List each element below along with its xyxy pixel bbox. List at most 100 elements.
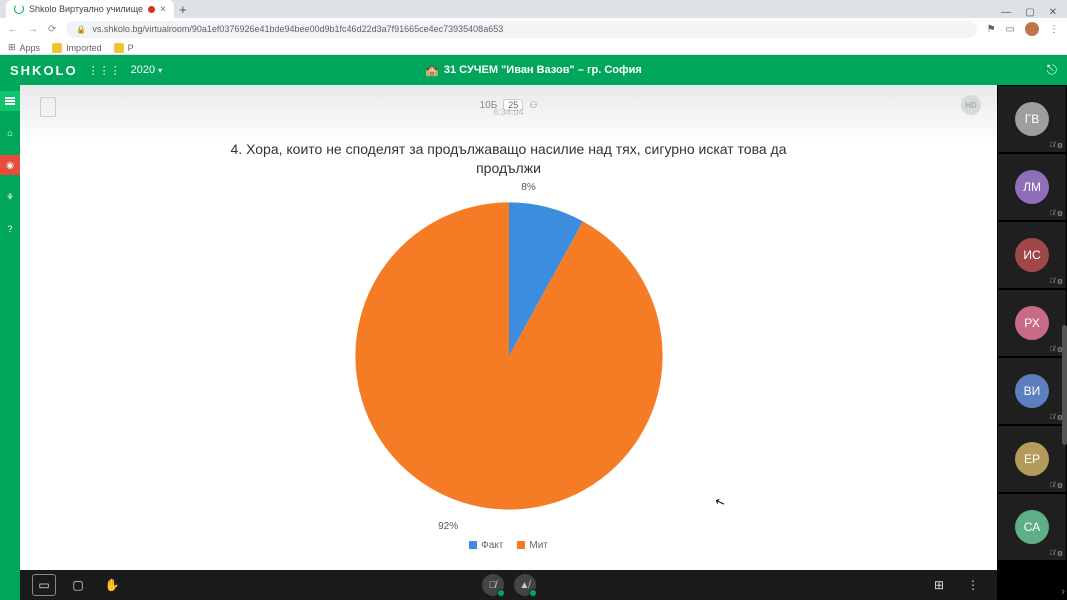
close-tab-icon[interactable]: ×	[160, 4, 166, 15]
raise-hand-button[interactable]: ✋	[100, 574, 124, 596]
school-name: 31 СУЧЕМ "Иван Вазов" – гр. София	[444, 64, 642, 76]
call-controls: ▭ ▢ ✋ 🎙̸ ▲̸ ⊞ ⋮	[20, 570, 997, 600]
legend-swatch	[469, 541, 477, 549]
folder-icon	[52, 43, 62, 53]
folder-icon	[114, 43, 124, 53]
more-options-button[interactable]: ⋮	[961, 574, 985, 596]
participant-status-icons: 🎙̸⚙	[1049, 346, 1063, 354]
legend-item: Факт	[469, 540, 503, 551]
close-window-button[interactable]: ✕	[1049, 7, 1057, 18]
school-icon: 🏫	[425, 64, 439, 77]
participant-status-icons: 🎙̸⚙	[1049, 414, 1063, 422]
workspace: ⌂ ◉ ⚘ ? 10Б 25 ⚇ 6:34:04 HD 4. Хора, кои…	[0, 85, 1067, 600]
recording-indicator-icon	[148, 6, 155, 13]
chevron-down-icon: ▾	[158, 66, 162, 75]
participant-tile[interactable]: СА🎙̸⚙	[997, 493, 1067, 561]
chart-legend: Факт Мит	[469, 540, 548, 551]
mic-toggle-button[interactable]: 🎙̸	[482, 574, 504, 596]
profile-avatar[interactable]	[1025, 22, 1039, 36]
chart-area: 4. Хора, които не споделят за продължава…	[20, 140, 997, 555]
rail-menu-button[interactable]	[0, 91, 20, 111]
tab-strip: Shkolo Виртуално училище × + — ▢ ✕	[0, 0, 1067, 18]
next-participants-button[interactable]: ›	[1061, 586, 1065, 598]
participant-tile[interactable]: ИС🎙̸⚙	[997, 221, 1067, 289]
reader-icon[interactable]: ▭	[1006, 24, 1015, 35]
rail-help-button[interactable]: ?	[0, 219, 20, 239]
browser-tab[interactable]: Shkolo Виртуално училище ×	[6, 0, 174, 18]
year-selector[interactable]: 2020▾	[131, 64, 163, 76]
stage: 10Б 25 ⚇ 6:34:04 HD 4. Хора, които не сп…	[20, 85, 997, 600]
app-header: SHKOLO ⋮⋮⋮ 2020▾ 🏫 31 СУЧЕМ "Иван Вазов"…	[0, 55, 1067, 85]
participant-status-icons: 🎙̸⚙	[1049, 210, 1063, 218]
year-label: 2020	[131, 64, 155, 76]
participant-status-icons: 🎙̸⚙	[1049, 278, 1063, 286]
bookmarks-bar: ⊞Apps Imported P	[0, 40, 1067, 55]
participant-tile[interactable]: ГВ🎙̸⚙	[997, 85, 1067, 153]
slice-label-small: 8%	[521, 182, 535, 193]
participants-scrollbar[interactable]	[1062, 325, 1067, 445]
grid-view-button[interactable]: ⊞	[927, 574, 951, 596]
legend-label: Факт	[481, 540, 503, 551]
maximize-button[interactable]: ▢	[1025, 7, 1034, 18]
hd-badge[interactable]: HD	[961, 95, 981, 115]
rail-home-button[interactable]: ⌂	[0, 123, 20, 143]
share-header: 10Б 25 ⚇ 6:34:04 HD	[20, 85, 997, 125]
participant-tile[interactable]: ЛМ🎙̸⚙	[997, 153, 1067, 221]
url-text: vs.shkolo.bg/virtualroom/90a1ef0376926e4…	[92, 24, 503, 34]
school-title: 🏫 31 СУЧЕМ "Иван Вазов" – гр. София	[425, 64, 642, 77]
participant-tile[interactable]: РХ🎙̸⚙	[997, 289, 1067, 357]
bookmark-label: Imported	[66, 43, 102, 53]
session-time: 6:34:04	[493, 107, 523, 117]
question-title: 4. Хора, които не споделят за продължава…	[229, 140, 789, 178]
lock-icon: 🔒	[76, 25, 86, 34]
participant-tile[interactable]: ЕР🎙̸⚙	[997, 425, 1067, 493]
participant-avatar: ЕР	[1015, 442, 1049, 476]
participant-avatar: РХ	[1015, 306, 1049, 340]
screen-button[interactable]: ▢	[66, 574, 90, 596]
minimize-button[interactable]: —	[1001, 7, 1011, 18]
participant-avatar: ИС	[1015, 238, 1049, 272]
forward-button[interactable]: →	[28, 24, 38, 35]
rail-users-button[interactable]: ⚘	[0, 187, 20, 207]
address-bar: ← → ⟳ 🔒 vs.shkolo.bg/virtualroom/90a1ef0…	[0, 18, 1067, 40]
participant-avatar: ГВ	[1015, 102, 1049, 136]
participant-avatar: ВИ	[1015, 374, 1049, 408]
window-controls: — ▢ ✕	[991, 7, 1067, 18]
shared-screen: 10Б 25 ⚇ 6:34:04 HD 4. Хора, които не сп…	[20, 85, 997, 570]
camera-toggle-button[interactable]: ▲̸	[514, 574, 536, 596]
apps-label: Apps	[20, 43, 41, 53]
participant-status-icons: 🎙̸⚙	[1049, 550, 1063, 558]
people-icon: ⚇	[529, 100, 537, 111]
logo[interactable]: SHKOLO	[10, 63, 78, 78]
apps-button[interactable]: ⊞Apps	[8, 42, 40, 53]
participants-panel: ГВ🎙̸⚙ЛМ🎙̸⚙ИС🎙̸⚙РХ🎙̸⚙ВИ🎙̸⚙ЕР🎙̸⚙СА🎙̸⚙ ›	[997, 85, 1067, 600]
participant-status-icons: 🎙̸⚙	[1049, 482, 1063, 490]
logout-button[interactable]: ⎋	[1047, 62, 1057, 78]
bookmark-folder-p[interactable]: P	[114, 43, 134, 53]
participant-avatar: СА	[1015, 510, 1049, 544]
mic-off-icon: 🎙̸	[489, 580, 497, 591]
participant-tile[interactable]: ВИ🎙̸⚙	[997, 357, 1067, 425]
rail-live-button[interactable]: ◉	[0, 155, 20, 175]
chrome-menu-button[interactable]: ⋮	[1049, 24, 1059, 35]
browser-chrome: Shkolo Виртуално училище × + — ▢ ✕ ← → ⟳…	[0, 0, 1067, 55]
pie-chart: 8% 92%	[349, 196, 669, 516]
url-input[interactable]: 🔒 vs.shkolo.bg/virtualroom/90a1ef0376926…	[66, 21, 976, 38]
participant-avatar: ЛМ	[1015, 170, 1049, 204]
document-icon	[40, 97, 56, 117]
camera-off-icon: ▲̸	[520, 580, 530, 591]
slice-label-large: 92%	[438, 521, 458, 532]
legend-item: Мит	[517, 540, 548, 551]
favicon-icon	[14, 4, 24, 14]
back-button[interactable]: ←	[8, 24, 18, 35]
left-rail: ⌂ ◉ ⚘ ?	[0, 85, 20, 600]
new-tab-button[interactable]: +	[174, 0, 192, 18]
participant-status-icons: 🎙̸⚙	[1049, 142, 1063, 150]
bookmark-star-icon[interactable]: ⚑	[987, 24, 996, 35]
legend-label: Мит	[529, 540, 548, 551]
bookmark-folder-imported[interactable]: Imported	[52, 43, 102, 53]
reload-button[interactable]: ⟳	[48, 24, 56, 35]
menu-grid-icon[interactable]: ⋮⋮⋮	[88, 64, 121, 77]
chat-button[interactable]: ▭	[32, 574, 56, 596]
legend-swatch	[517, 541, 525, 549]
